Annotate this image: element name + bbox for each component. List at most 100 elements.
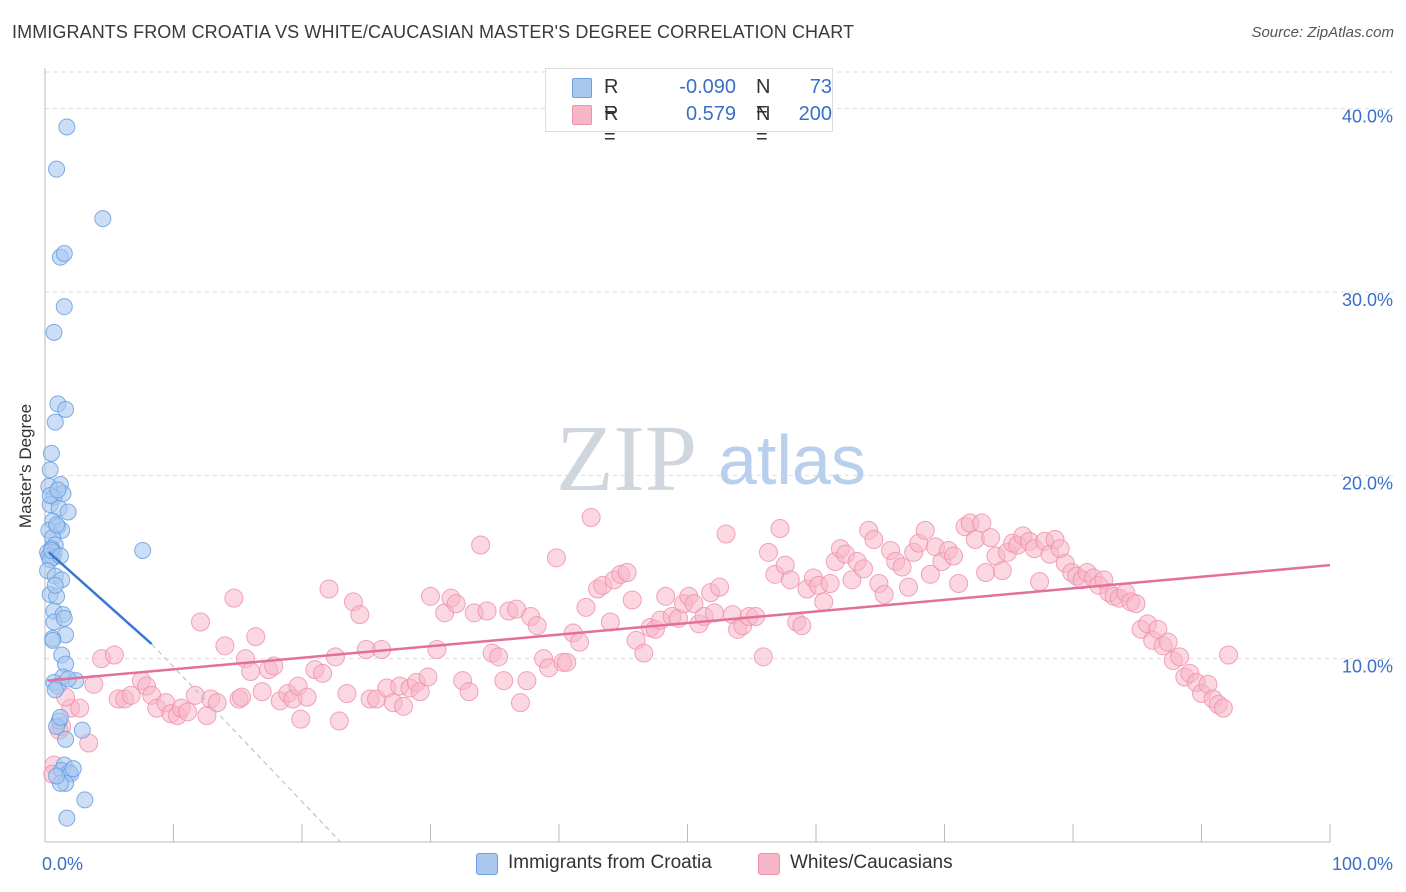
data-point-whites: [1126, 594, 1146, 614]
data-point-whites: [899, 577, 919, 597]
data-point-whites: [207, 693, 227, 713]
data-point-whites: [656, 586, 676, 606]
data-point-whites: [814, 592, 834, 612]
data-point-whites: [576, 597, 596, 617]
data-point-whites: [570, 632, 590, 652]
chart-title: IMMIGRANTS FROM CROATIA VS WHITE/CAUCASI…: [12, 22, 855, 42]
legend-r-label: R =: [604, 76, 619, 121]
data-point-whites: [121, 685, 141, 705]
data-point-croatia: [45, 323, 63, 341]
data-point-whites: [459, 682, 479, 702]
trend-line-whites: [47, 563, 1331, 682]
data-point-whites: [557, 652, 577, 672]
data-point-croatia: [51, 708, 69, 726]
legend-r-label: R =: [604, 103, 619, 148]
data-point-croatia: [46, 576, 64, 594]
data-point-whites: [854, 559, 874, 579]
data-point-whites: [190, 612, 210, 632]
data-point-croatia: [41, 461, 59, 479]
data-point-whites: [246, 627, 266, 647]
trend-line-croatia: [48, 551, 153, 645]
tick-labels: 10.0% 20.0% 30.0% 40.0% 0.0% 100.0%: [42, 107, 1393, 874]
data-point-whites: [972, 513, 992, 533]
data-point-croatia: [48, 516, 66, 534]
bottom-legend-label-whites: Whites/Caucasians: [790, 852, 953, 873]
trend-line-croatia-extension: [151, 643, 341, 843]
data-point-whites: [546, 548, 566, 568]
data-point-whites: [634, 643, 654, 663]
bottom-legend-swatch-croatia: [476, 853, 498, 875]
x-tick-label: 0.0%: [42, 854, 83, 874]
legend-r-value: 0.579: [685, 103, 736, 125]
data-point-whites: [70, 698, 90, 718]
legend-r-value: -0.090: [679, 76, 736, 98]
data-point-whites: [337, 684, 357, 703]
data-point-whites: [313, 663, 333, 683]
data-point-whites: [1030, 572, 1050, 592]
data-point-croatia: [57, 730, 75, 748]
data-point-whites: [319, 579, 339, 599]
data-point-whites: [753, 647, 773, 667]
data-point-whites: [325, 647, 345, 667]
data-point-croatia: [48, 160, 66, 178]
data-point-croatia: [59, 503, 77, 521]
data-point-whites: [622, 590, 642, 610]
data-point-whites: [874, 585, 894, 604]
data-point-whites: [581, 508, 601, 527]
y-tick-label: 20.0%: [1342, 473, 1393, 493]
grid: [45, 71, 1394, 660]
data-point-croatia: [76, 791, 94, 809]
data-point-whites: [1218, 645, 1238, 665]
data-point-whites: [252, 682, 272, 702]
data-point-whites: [710, 577, 730, 597]
data-point-whites: [949, 574, 969, 593]
data-point-whites: [976, 563, 996, 582]
data-point-whites: [943, 546, 963, 566]
data-point-whites: [617, 563, 637, 582]
data-point-croatia: [42, 444, 60, 462]
data-point-whites: [291, 709, 311, 729]
data-point-whites: [104, 645, 124, 665]
y-axis-label: Master's Degree: [16, 403, 35, 529]
data-point-whites: [915, 520, 935, 540]
legend-n-label: N =: [756, 76, 771, 121]
data-point-croatia: [94, 210, 112, 228]
watermark-atlas: atlas: [718, 421, 866, 499]
axes: [44, 68, 1331, 843]
data-point-croatia: [134, 542, 152, 559]
data-point-whites: [215, 636, 235, 656]
data-point-whites: [510, 693, 530, 713]
watermark: ZIP atlas: [556, 407, 866, 511]
data-point-whites: [427, 640, 447, 659]
data-point-whites: [842, 570, 862, 590]
data-point-whites: [477, 601, 497, 621]
data-point-whites: [394, 696, 414, 716]
data-point-whites: [489, 647, 509, 667]
legend-swatch-whites: [572, 105, 592, 125]
data-point-whites: [780, 570, 800, 590]
data-point-whites: [758, 542, 778, 562]
data-point-whites: [297, 687, 317, 707]
data-point-croatia: [58, 118, 76, 136]
data-point-whites: [992, 561, 1012, 581]
data-point-whites: [517, 671, 537, 691]
data-point-whites: [684, 594, 704, 614]
watermark-zip: ZIP: [556, 407, 697, 511]
data-point-whites: [920, 564, 940, 584]
data-point-whites: [232, 687, 252, 707]
bottom-legend-swatch-whites: [758, 853, 780, 875]
data-point-whites: [864, 530, 884, 549]
data-point-croatia: [44, 631, 62, 649]
data-point-whites: [527, 616, 547, 636]
data-point-croatia: [46, 413, 64, 431]
legend-swatch-croatia: [572, 78, 592, 98]
data-point-croatia: [57, 400, 75, 418]
data-point-whites: [1213, 698, 1233, 718]
blue-series: [39, 118, 152, 827]
legend-n-value: 73: [809, 76, 832, 98]
data-point-whites: [224, 588, 244, 608]
data-point-whites: [981, 528, 1001, 548]
data-point-whites: [1170, 647, 1190, 667]
data-point-whites: [418, 667, 438, 687]
